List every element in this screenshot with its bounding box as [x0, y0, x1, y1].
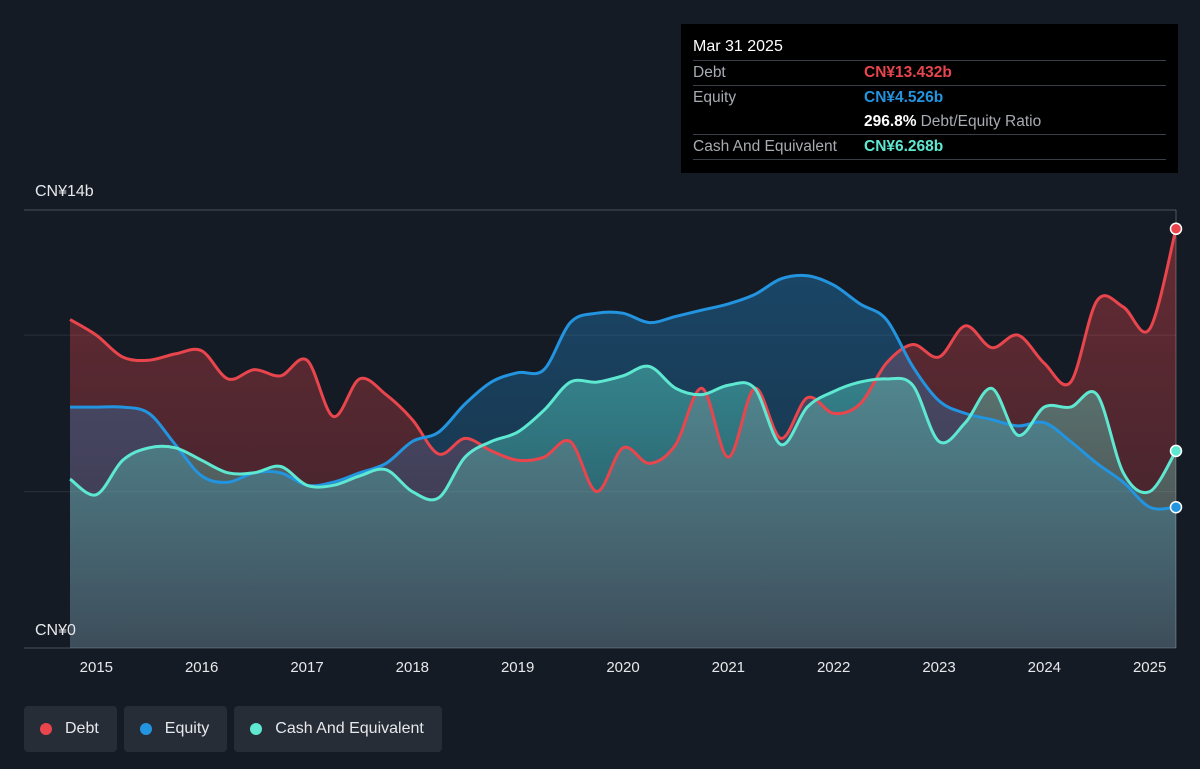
tooltip-row-cash: Cash And Equivalent CN¥6.268b — [693, 134, 1166, 160]
y-axis-bottom-label: CN¥0 — [35, 622, 76, 639]
x-tick-label: 2020 — [606, 659, 639, 676]
x-tick-label: 2019 — [501, 659, 534, 676]
tooltip-debt-value: CN¥13.432b — [864, 64, 952, 81]
chart-legend: Debt Equity Cash And Equivalent — [24, 706, 442, 752]
tooltip-equity-label: Equity — [693, 89, 737, 106]
debt-line — [69, 228, 1178, 494]
cash-dot-icon — [250, 723, 263, 735]
x-tick-label: 2017 — [290, 659, 323, 676]
data-tooltip: Mar 31 2025 Debt CN¥13.432b Equity CN¥4.… — [681, 24, 1178, 173]
tooltip-ratio-label: Debt/Equity Ratio — [920, 113, 1042, 130]
tooltip-date: Mar 31 2025 — [693, 38, 783, 55]
x-tick-label: 2022 — [817, 659, 850, 676]
legend-item-cash[interactable]: Cash And Equivalent — [234, 706, 442, 752]
legend-item-equity[interactable]: Equity — [123, 706, 228, 752]
tooltip-cash-value: CN¥6.268b — [864, 138, 944, 155]
legend-equity-label: Equity — [164, 720, 210, 737]
x-tick-label: 2023 — [922, 659, 955, 676]
x-tick-label: 2015 — [80, 659, 113, 676]
tooltip-debt-label: Debt — [693, 64, 726, 81]
x-tick-label: 2024 — [1028, 659, 1061, 676]
tooltip-row-ratio: 296.8% Debt/Equity Ratio — [693, 110, 1166, 134]
x-tick-label: 2021 — [712, 659, 745, 676]
debt-dot-icon — [40, 723, 52, 735]
cash-line — [69, 364, 1178, 502]
legend-debt-label: Debt — [65, 720, 99, 737]
y-axis-top-label: CN¥14b — [35, 183, 94, 200]
debt-end-point — [1169, 222, 1183, 236]
x-tick-label: 2018 — [396, 659, 429, 676]
x-tick-label: 2016 — [185, 659, 218, 676]
tooltip-row-debt: Debt CN¥13.432b — [693, 60, 1166, 85]
x-tick-label: 2025 — [1133, 659, 1166, 676]
tooltip-row-equity: Equity CN¥4.526b — [693, 85, 1166, 110]
legend-cash-label: Cash And Equivalent — [275, 720, 424, 737]
legend-item-debt[interactable]: Debt — [24, 706, 117, 752]
tooltip-cash-label: Cash And Equivalent — [693, 138, 837, 155]
cash-end-point — [1169, 444, 1183, 458]
equity-dot-icon — [139, 723, 152, 735]
equity-end-point — [1169, 500, 1183, 514]
cash-area — [70, 366, 1176, 648]
tooltip-equity-value: CN¥4.526b — [864, 89, 944, 106]
tooltip-ratio-value: 296.8% — [864, 113, 917, 130]
